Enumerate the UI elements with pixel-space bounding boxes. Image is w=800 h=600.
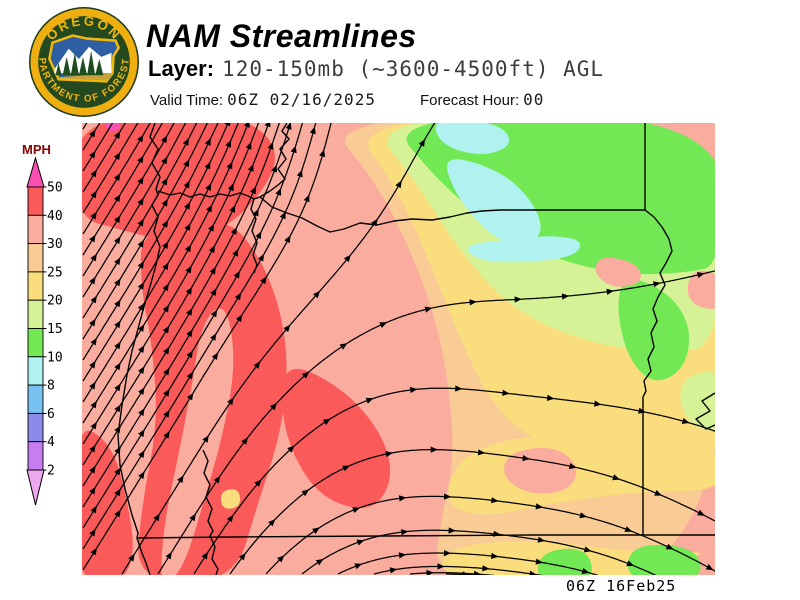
boundary-columbia-river xyxy=(157,190,645,233)
legend-segment xyxy=(27,441,44,471)
legend-tick-label: 25 xyxy=(47,265,63,280)
legend-segment xyxy=(27,271,44,301)
boundary-canyon-squiggle xyxy=(695,392,715,430)
valid-time-line: Valid Time: 06Z 02/16/2025 Forecast Hour: 0… xyxy=(150,90,544,110)
legend-tick-label: 8 xyxy=(47,379,55,394)
logo-trees xyxy=(55,50,104,76)
legend-tick-label: 10 xyxy=(47,350,63,365)
legend-tick-label: 20 xyxy=(47,294,63,309)
page-title: NAM Streamlines xyxy=(146,18,417,54)
wind-speed-legend: MPH 50 40 30 25 20 15 10 8 6 4 2 xyxy=(22,142,63,506)
boundary-coastline xyxy=(117,123,161,575)
layer-label: Layer: xyxy=(148,56,215,81)
legend-arrow-bottom xyxy=(26,469,45,506)
valid-time-value: 06Z 02/16/2025 xyxy=(227,90,376,109)
wind-speed-field xyxy=(82,123,715,575)
legend-segment xyxy=(27,214,44,245)
streamline-map xyxy=(82,123,715,575)
legend-title: MPH xyxy=(22,142,51,157)
odf-logo: OREGON DEPARTMENT OF FORESTRY xyxy=(28,6,139,117)
forecast-hour-value: 00 xyxy=(523,90,545,109)
legend-tick-label: 40 xyxy=(47,209,63,224)
forecast-hour-label: Forecast Hour: xyxy=(419,92,520,109)
logo-oregon-state-scene xyxy=(48,34,121,83)
legend-segment xyxy=(27,243,44,273)
legend-segment xyxy=(27,186,44,216)
legend-segment xyxy=(27,328,44,358)
geo-boundaries xyxy=(117,123,715,575)
legend-segment xyxy=(27,299,44,329)
boundary-columbia-lower xyxy=(259,123,290,198)
legend-segment xyxy=(27,412,44,443)
legend-tick-label: 30 xyxy=(47,237,63,252)
boundary-south-river xyxy=(202,449,219,575)
valid-time-label: Valid Time: xyxy=(150,92,224,109)
legend-segment xyxy=(27,384,44,414)
legend-tick-label: 2 xyxy=(47,464,55,479)
legend-arrow-top xyxy=(26,156,45,188)
legend-tick-label: 15 xyxy=(47,322,63,337)
legend-tick-label: 4 xyxy=(47,435,55,450)
layer-line: Layer: 120-150mb (~3600-4500ft) AGL xyxy=(148,56,604,82)
boundary-willamette-river xyxy=(250,198,258,274)
map-timestamp: 06Z 16Feb25 xyxy=(566,577,677,595)
boundary-south-border xyxy=(136,534,715,539)
streamline-arrowheads xyxy=(89,123,714,575)
legend-tick-label: 6 xyxy=(47,407,55,422)
legend-tick-label: 50 xyxy=(47,181,63,196)
boundary-snake-river xyxy=(642,209,673,398)
legend-segment xyxy=(27,356,44,386)
layer-value: 120-150mb (~3600-4500ft) AGL xyxy=(222,57,605,81)
